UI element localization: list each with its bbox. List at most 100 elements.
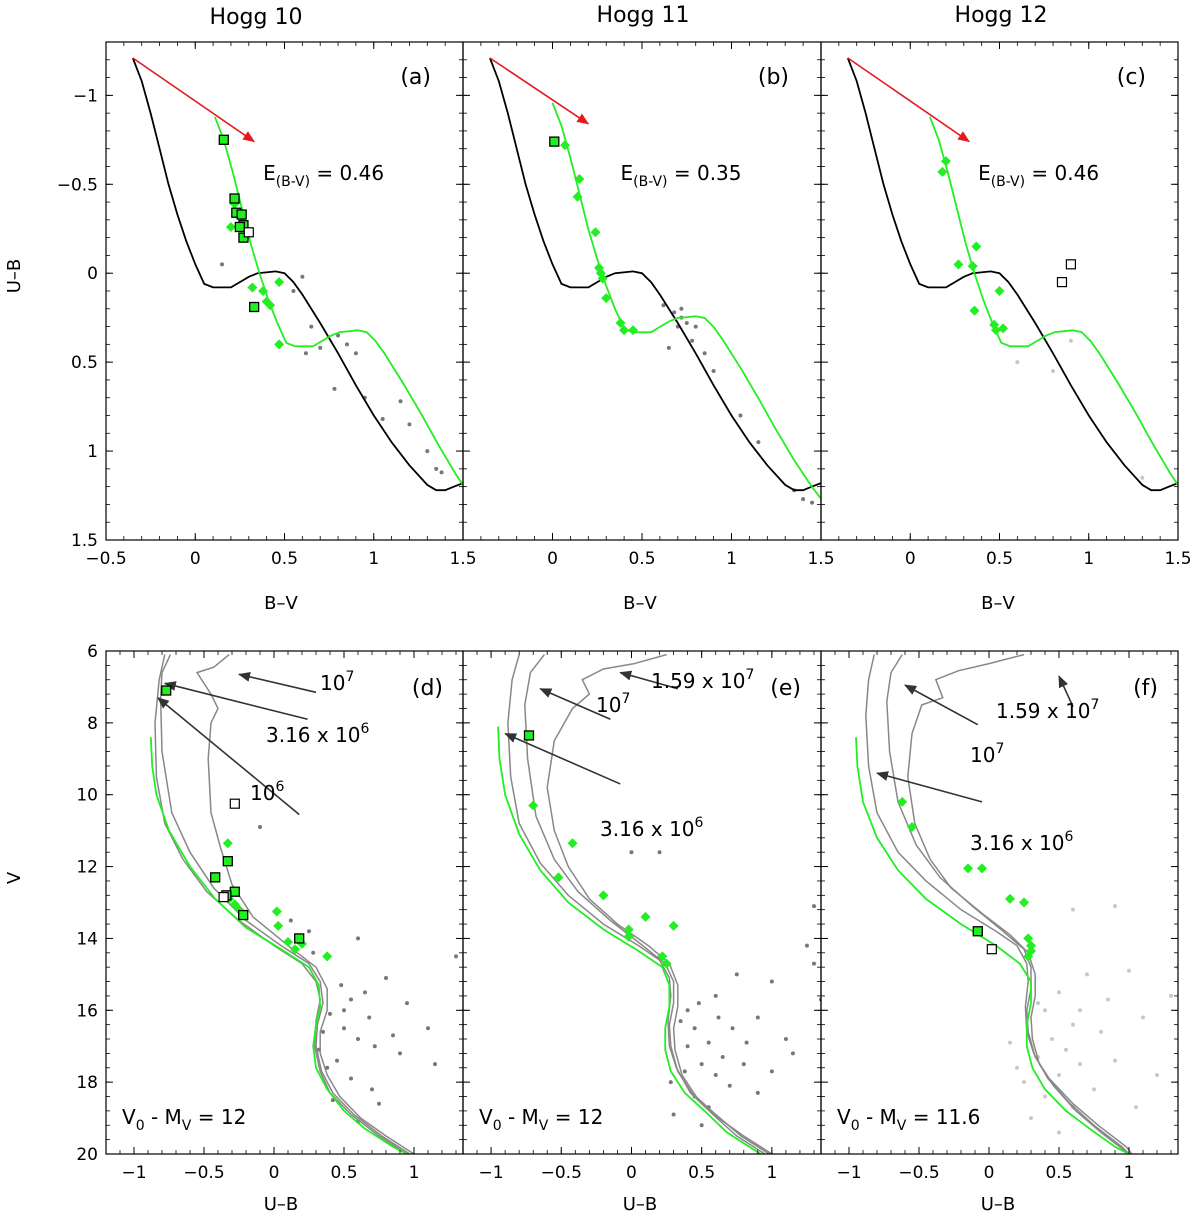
field-star: [693, 324, 698, 329]
x-axis-title-a: B–V: [264, 593, 298, 614]
member-star-diamond: [907, 822, 917, 833]
field-star: [377, 1101, 381, 1106]
field-star: [1141, 1015, 1145, 1020]
reddened-colour-curve: [551, 102, 821, 501]
x-axis-title-f: U–B: [981, 1194, 1016, 1215]
intrinsic-colour-curve: [846, 57, 1178, 492]
top-xtick-label: 0: [547, 549, 558, 569]
member-star-diamond: [623, 931, 634, 942]
field-star: [713, 1072, 718, 1077]
colour-excess-value: = 0.35: [668, 161, 742, 185]
member-star-diamond: [567, 838, 578, 849]
member-star-boxed: [972, 926, 983, 937]
panel-frame: [462, 650, 822, 1155]
colour-excess-symbol: E: [263, 161, 276, 185]
member-star-boxed: [222, 856, 233, 867]
top-xtick-label: 1.5: [807, 549, 834, 569]
field-star: [730, 1026, 735, 1031]
bottom-xtick-label: 1: [766, 1163, 777, 1183]
top-xtick-label: 1: [368, 549, 379, 569]
field-star: [810, 500, 815, 505]
member-star-diamond: [598, 890, 609, 901]
column-title-hogg-10: Hogg 10: [210, 5, 303, 30]
field-star: [755, 1015, 760, 1020]
age-label-base: 10: [596, 693, 621, 717]
top-xtick-label: −0.5: [85, 549, 126, 569]
top-xtick-label: 0.5: [986, 549, 1013, 569]
field-star: [356, 936, 360, 941]
isochrone-curve: [907, 653, 1130, 1154]
field-star: [288, 918, 293, 923]
member-star-diamond: [640, 911, 651, 922]
modulus-mid: - M: [145, 1105, 182, 1129]
member-star-diamond: [615, 318, 626, 329]
field-star: [1140, 475, 1145, 480]
field-star: [349, 997, 353, 1002]
isochrone-curve: [546, 653, 773, 1154]
x-axis-title-b: B–V: [623, 593, 657, 614]
member-star-diamond: [953, 259, 964, 270]
field-star: [1078, 1062, 1082, 1067]
bottom-xtick-label: 1: [409, 1163, 420, 1183]
colour-excess-annotation: E(B-V) = 0.46: [978, 161, 1099, 190]
field-star: [300, 274, 305, 279]
field-star: [713, 993, 718, 998]
field-star: [692, 1026, 697, 1031]
field-star: [769, 1069, 774, 1074]
field-star: [629, 850, 634, 855]
field-star: [1008, 1040, 1012, 1045]
field-star: [706, 1040, 711, 1045]
top-xtick-label: 0: [905, 549, 916, 569]
field-star: [311, 950, 316, 955]
modulus-value: = 11.6: [906, 1105, 980, 1129]
isochrone-age-arrow: [619, 670, 679, 690]
field-star: [685, 1044, 690, 1049]
age-label-exponent: 7: [621, 691, 630, 707]
age-label-exponent: 6: [695, 815, 704, 831]
field-star: [1078, 1008, 1082, 1013]
isochrone-age-arrow: [238, 671, 317, 694]
field-star: [711, 369, 716, 374]
bottom-xtick-label: −0.5: [183, 1163, 224, 1183]
field-star: [811, 904, 816, 909]
bottom-xtick-label: −0.5: [541, 1163, 582, 1183]
column-title-hogg-12: Hogg 12: [955, 3, 1048, 28]
top-xtick-label: 0: [190, 549, 201, 569]
member-star-diamond: [265, 300, 276, 311]
modulus-sub-0: 0: [851, 1118, 860, 1134]
modulus-mid: - M: [502, 1105, 539, 1129]
colour-excess-value: = 0.46: [1025, 161, 1099, 185]
field-star: [325, 1065, 330, 1070]
age-label-base: 10: [970, 743, 995, 767]
modulus-v: V: [837, 1105, 851, 1129]
bottom-xtick-label: 0: [984, 1163, 995, 1183]
colour-excess-value: = 0.46: [310, 161, 384, 185]
modulus-sub-0: 0: [493, 1118, 502, 1134]
member-star-diamond: [229, 899, 240, 910]
field-star: [1169, 993, 1173, 998]
bottom-ytick-label: 18: [76, 1073, 98, 1093]
isochrone-age-label: 107: [320, 669, 354, 695]
field-star: [328, 1011, 332, 1016]
member-star-diamond: [971, 241, 982, 252]
field-star: [321, 1029, 325, 1034]
reddened-colour-curve: [214, 116, 463, 487]
isochrone-age-label: 106: [250, 779, 284, 805]
colour-excess-subscript: (B-V): [633, 174, 667, 190]
field-star: [353, 351, 358, 356]
field-star: [1155, 1072, 1159, 1077]
panel-label: (c): [1117, 65, 1146, 90]
member-star-diamond: [528, 800, 539, 811]
age-label-exponent: 6: [361, 721, 370, 737]
field-star: [1015, 360, 1020, 365]
field-star: [433, 1062, 437, 1067]
top-xtick-label: 0.5: [628, 549, 655, 569]
panel-label: (a): [400, 65, 431, 90]
age-label-base: 10: [320, 671, 345, 695]
member-star-boxed: [249, 301, 260, 313]
field-star: [1057, 1130, 1061, 1135]
member-star-diamond: [657, 951, 668, 962]
isochrone-curve: [886, 654, 1133, 1154]
field-star: [699, 1123, 704, 1128]
